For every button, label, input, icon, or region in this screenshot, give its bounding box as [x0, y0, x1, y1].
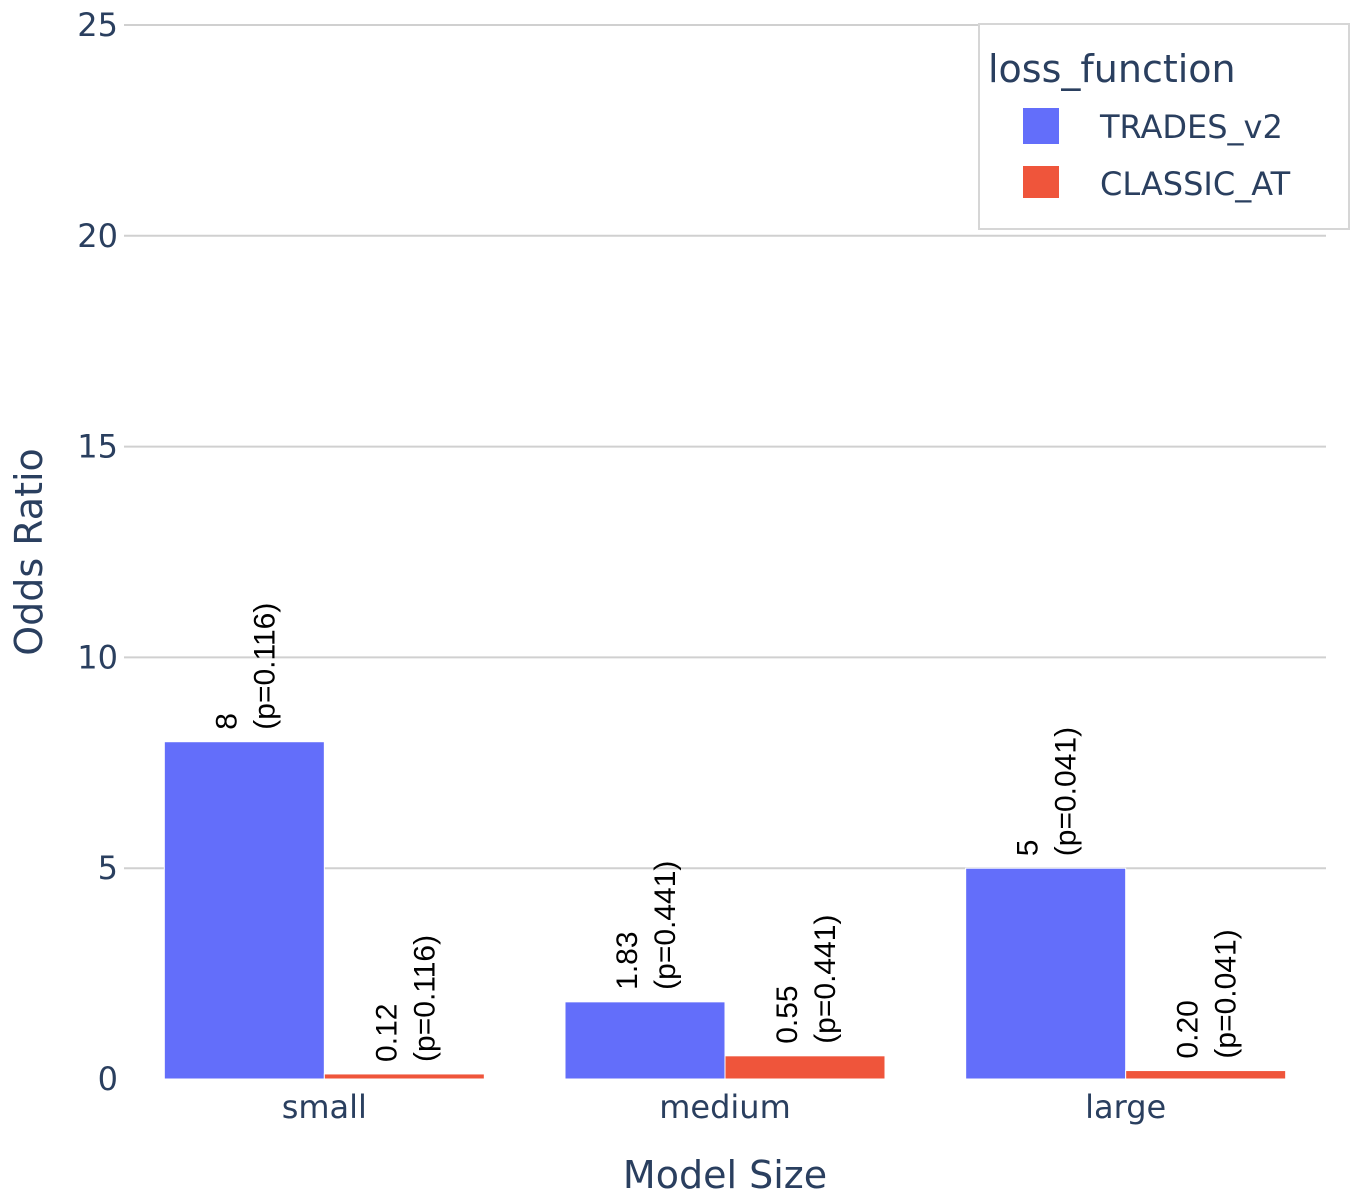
bar-trades-v2-small [163, 741, 325, 1080]
bar-classic-at-medium [724, 1055, 886, 1080]
legend-swatch-trades-v2 [1023, 108, 1059, 144]
y-tick-label: 20 [77, 217, 118, 255]
bar-value-label: 1.83 [611, 931, 644, 989]
bar-p-value-label: (p=0.041) [1210, 929, 1243, 1058]
x-axis-ticks: small medium large [282, 1088, 1166, 1126]
legend-label-classic-at: CLASSIC_AT [1100, 165, 1291, 203]
bar-p-value-label: (p=0.441) [809, 915, 842, 1044]
bar-label: 0.20 (p=0.041) [1172, 929, 1243, 1058]
bar-value-label: 5 [1012, 840, 1045, 857]
x-tick-label: medium [659, 1088, 791, 1126]
bar-p-value-label: (p=0.116) [408, 935, 441, 1062]
bar-label: 8 (p=0.116) [210, 603, 281, 730]
bar-trades-v2-medium [564, 1001, 726, 1080]
bar-label: 0.12 (p=0.116) [370, 935, 441, 1062]
bar-value-label: 0.55 [771, 985, 804, 1043]
bar-labels: 8 (p=0.116)0.12 (p=0.116) 1.83 (p=0.441)0.55… [210, 603, 1242, 1062]
legend-title: loss_function [988, 47, 1236, 91]
bar-label: 0.55 (p=0.441) [771, 915, 842, 1044]
x-tick-label: small [282, 1088, 367, 1126]
bar-p-value-label: (p=0.041) [1050, 727, 1083, 856]
bar-value-label: 0.12 [370, 1004, 403, 1062]
bar-p-value-label: (p=0.116) [248, 603, 281, 730]
bar-label: 1.83 (p=0.441) [611, 861, 682, 990]
y-tick-label: 25 [77, 6, 118, 44]
x-axis-title: Model Size [623, 1153, 827, 1197]
y-tick-label: 5 [98, 849, 118, 887]
bar-classic-at-small [323, 1073, 485, 1080]
y-axis-title: Odds Ratio [7, 448, 51, 656]
bars [163, 741, 1287, 1080]
bar-label: 5 (p=0.041) [1012, 727, 1083, 856]
x-tick-label: large [1085, 1088, 1166, 1126]
y-tick-label: 0 [98, 1060, 118, 1098]
y-tick-label: 15 [77, 428, 118, 466]
legend: loss_function TRADES_v2 CLASSIC_AT [978, 23, 1350, 230]
bar-classic-at-large [1125, 1070, 1287, 1080]
y-tick-label: 10 [77, 638, 118, 676]
legend-label-trades-v2: TRADES_v2 [1099, 108, 1283, 146]
bar-p-value-label: (p=0.441) [649, 861, 682, 990]
bar-value-label: 8 [210, 713, 243, 730]
bar-value-label: 0.20 [1172, 1000, 1205, 1058]
bar-trades-v2-large [965, 867, 1127, 1080]
legend-swatch-classic-at [1023, 166, 1059, 198]
y-axis-ticks: 0 5 10 15 20 25 [77, 6, 118, 1098]
